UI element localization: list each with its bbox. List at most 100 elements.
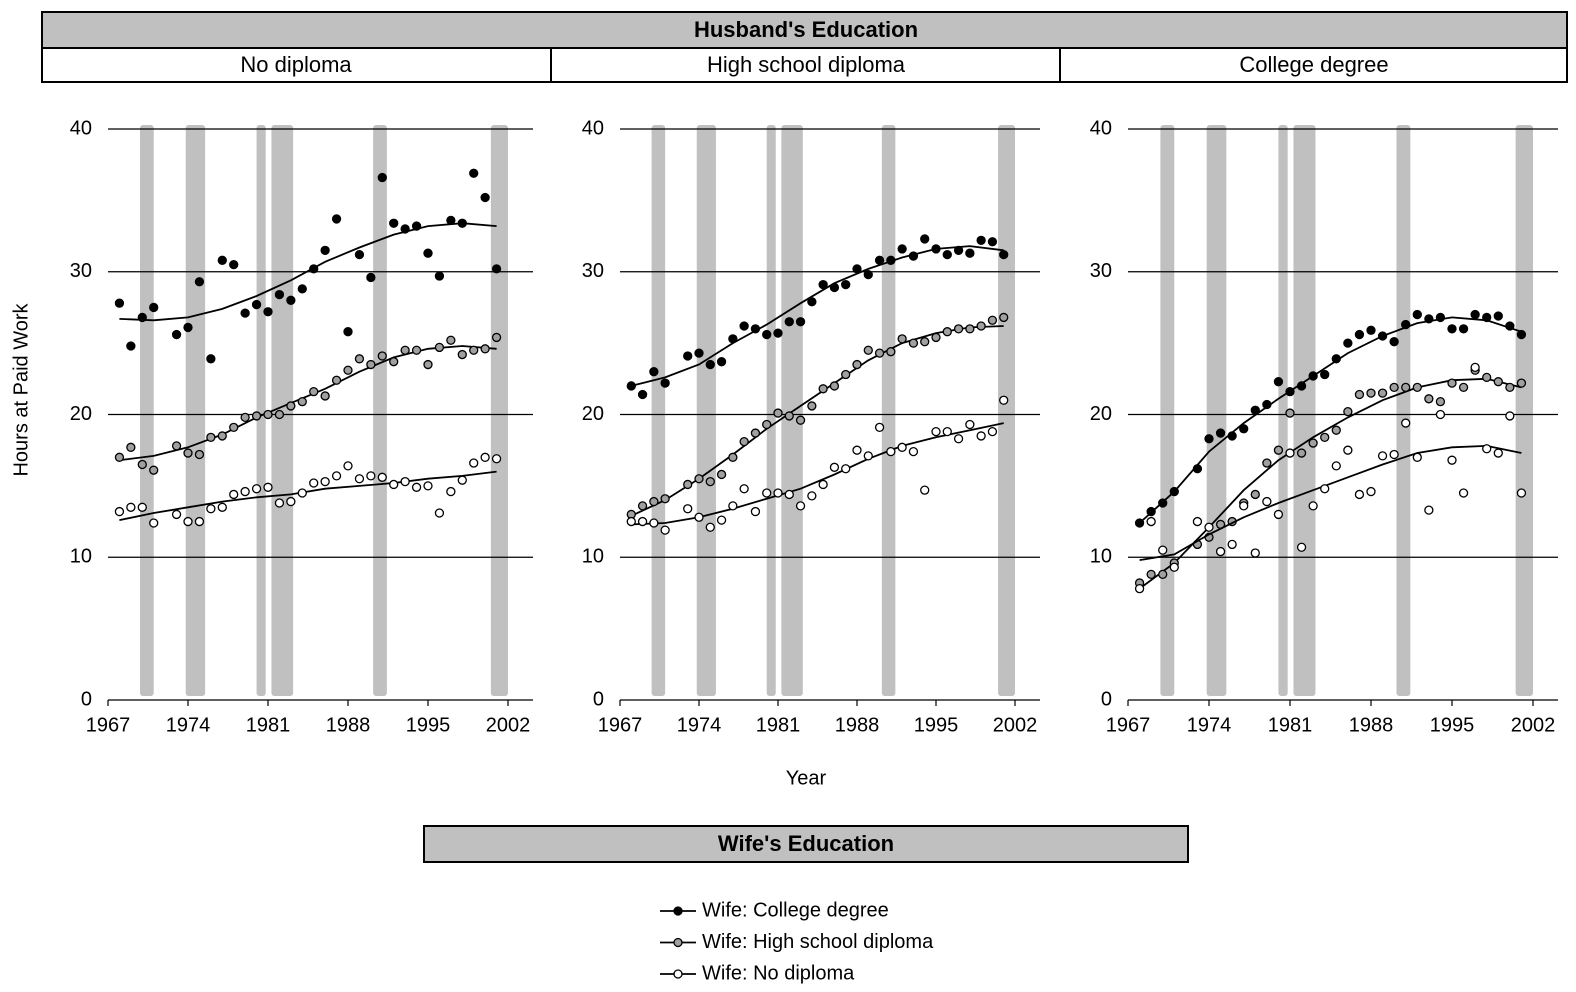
data-point bbox=[683, 351, 693, 361]
data-point bbox=[920, 485, 930, 495]
data-point bbox=[240, 308, 250, 318]
data-point bbox=[366, 272, 376, 283]
column-header-row bbox=[41, 47, 1568, 83]
data-point bbox=[999, 312, 1009, 323]
data-point bbox=[649, 496, 659, 507]
data-point bbox=[194, 516, 205, 527]
shaded-period bbox=[1515, 125, 1533, 696]
data-point bbox=[1482, 444, 1492, 454]
x-axis-label: Year bbox=[786, 767, 827, 789]
data-point bbox=[694, 512, 704, 522]
data-point bbox=[1366, 325, 1376, 335]
data-point bbox=[1262, 496, 1272, 507]
data-point bbox=[1158, 569, 1168, 580]
data-point bbox=[953, 324, 964, 334]
data-point bbox=[1331, 461, 1341, 471]
data-point bbox=[400, 224, 410, 234]
data-point bbox=[137, 459, 147, 470]
x-tick-label: 1995 bbox=[406, 714, 451, 736]
data-point bbox=[400, 476, 410, 487]
shaded-period bbox=[373, 125, 387, 696]
data-point bbox=[1470, 309, 1480, 320]
data-point bbox=[863, 269, 873, 280]
data-point bbox=[229, 422, 239, 432]
shaded-period bbox=[696, 125, 716, 696]
data-point bbox=[1493, 311, 1503, 321]
data-point bbox=[137, 502, 147, 512]
data-point bbox=[354, 354, 365, 364]
data-point bbox=[1377, 388, 1388, 398]
x-tick-label: 1967 bbox=[598, 714, 643, 736]
legend-marker bbox=[673, 937, 683, 948]
data-point bbox=[1285, 408, 1295, 418]
data-point bbox=[1343, 338, 1353, 348]
data-point bbox=[1389, 449, 1399, 460]
data-point bbox=[874, 255, 885, 265]
data-point bbox=[1273, 445, 1284, 455]
header-band bbox=[41, 11, 1568, 49]
data-point bbox=[716, 357, 727, 367]
y-tick-label: 0 bbox=[1101, 688, 1112, 710]
data-point bbox=[480, 192, 490, 203]
data-point bbox=[886, 446, 896, 457]
data-point bbox=[807, 491, 817, 501]
data-point bbox=[784, 489, 794, 500]
data-point bbox=[1262, 399, 1272, 410]
data-point bbox=[728, 452, 738, 462]
shaded-period bbox=[256, 125, 266, 696]
data-point bbox=[480, 452, 490, 462]
data-point bbox=[434, 508, 445, 518]
data-point bbox=[343, 365, 353, 375]
data-point bbox=[750, 428, 761, 438]
data-point bbox=[1435, 409, 1446, 420]
data-point bbox=[126, 442, 136, 452]
data-point bbox=[1505, 382, 1515, 393]
data-point bbox=[750, 506, 761, 517]
shaded-period bbox=[140, 125, 154, 696]
data-point bbox=[1458, 324, 1469, 334]
data-point bbox=[1239, 424, 1249, 434]
data-point bbox=[931, 426, 941, 437]
shaded-period bbox=[490, 125, 508, 696]
data-point bbox=[1192, 516, 1203, 527]
data-point bbox=[637, 389, 648, 400]
data-point bbox=[1401, 319, 1411, 330]
data-point bbox=[1458, 382, 1469, 393]
data-point bbox=[1354, 389, 1365, 400]
data-point bbox=[976, 431, 986, 441]
data-point bbox=[1204, 434, 1214, 444]
data-point bbox=[1273, 509, 1284, 520]
data-point bbox=[114, 506, 125, 517]
data-point bbox=[1331, 354, 1341, 364]
y-axis-label: Hours at Paid Work bbox=[10, 302, 32, 476]
data-point bbox=[1377, 451, 1388, 461]
data-point bbox=[987, 315, 998, 325]
data-point bbox=[423, 481, 433, 491]
data-point bbox=[637, 516, 648, 527]
data-point bbox=[852, 359, 862, 370]
data-point bbox=[784, 411, 794, 421]
data-point bbox=[660, 494, 670, 504]
data-point bbox=[1505, 321, 1515, 331]
y-tick-label: 30 bbox=[1090, 260, 1112, 282]
data-point bbox=[818, 384, 828, 394]
data-point bbox=[217, 255, 227, 265]
data-point bbox=[1285, 448, 1295, 458]
data-point bbox=[874, 422, 885, 432]
data-point bbox=[297, 397, 307, 407]
data-point bbox=[841, 369, 851, 380]
data-point bbox=[762, 419, 772, 430]
data-point bbox=[908, 446, 919, 457]
data-point bbox=[762, 329, 772, 340]
panel-title: No diploma bbox=[240, 52, 352, 77]
data-point bbox=[1412, 309, 1422, 320]
data-point bbox=[171, 509, 182, 520]
data-point bbox=[446, 335, 456, 345]
data-point bbox=[942, 426, 952, 437]
shaded-period bbox=[651, 125, 666, 696]
data-point bbox=[953, 245, 964, 255]
data-point bbox=[1204, 522, 1214, 532]
data-point bbox=[320, 245, 330, 255]
